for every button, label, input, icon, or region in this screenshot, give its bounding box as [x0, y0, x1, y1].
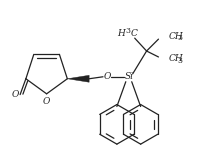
- Text: O: O: [12, 90, 19, 99]
- Text: C: C: [131, 29, 138, 38]
- Text: Si: Si: [124, 72, 133, 81]
- Text: 3: 3: [177, 34, 182, 42]
- Polygon shape: [67, 75, 89, 82]
- Text: CH: CH: [168, 54, 183, 63]
- Text: O: O: [43, 97, 50, 106]
- Text: O: O: [103, 72, 111, 81]
- Text: H: H: [117, 29, 125, 38]
- Text: 3: 3: [177, 57, 182, 65]
- Text: CH: CH: [168, 32, 183, 41]
- Text: 3: 3: [126, 27, 131, 35]
